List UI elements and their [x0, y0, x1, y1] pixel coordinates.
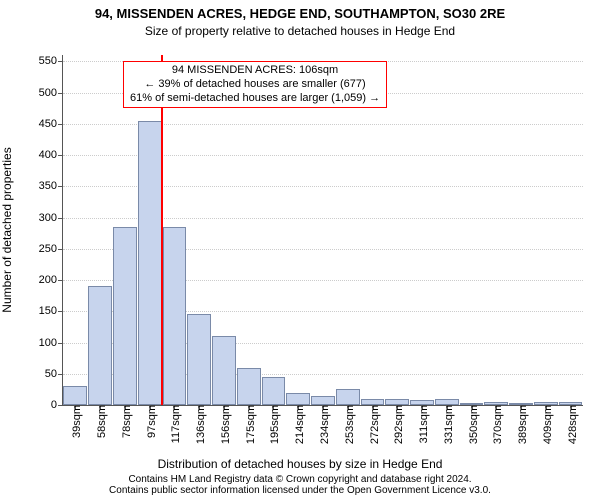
y-tick-label: 450 — [39, 118, 63, 130]
property-annotation: 94 MISSENDEN ACRES: 106sqm ← 39% of deta… — [123, 61, 387, 108]
y-tick-label: 100 — [39, 337, 63, 349]
histogram-bar — [237, 368, 261, 406]
x-tick-label: 428sqm — [563, 405, 579, 444]
histogram-bar — [88, 286, 112, 405]
y-tick-label: 400 — [39, 149, 63, 161]
footer-attribution: Contains HM Land Registry data © Crown c… — [0, 474, 600, 496]
x-tick-label: 311sqm — [414, 405, 430, 443]
x-tick-label: 234sqm — [315, 405, 331, 444]
y-tick-label: 0 — [51, 399, 63, 411]
histogram-bar — [113, 227, 137, 405]
x-tick-label: 156sqm — [216, 405, 232, 444]
y-tick-label: 150 — [39, 305, 63, 317]
chart-subtitle: Size of property relative to detached ho… — [0, 24, 600, 38]
x-tick-label: 389sqm — [513, 405, 529, 444]
y-tick-label: 50 — [45, 368, 63, 380]
histogram-bar — [286, 393, 310, 406]
x-tick-label: 214sqm — [290, 405, 306, 444]
histogram-bar — [63, 386, 87, 405]
x-tick-label: 331sqm — [439, 405, 455, 444]
y-axis-label: Number of detached properties — [0, 147, 14, 312]
x-tick-label: 78sqm — [117, 405, 133, 438]
histogram-bar — [262, 377, 286, 405]
x-tick-label: 292sqm — [389, 405, 405, 444]
x-tick-label: 272sqm — [365, 405, 381, 444]
histogram-bar — [336, 389, 360, 405]
annotation-line-3: 61% of semi-detached houses are larger (… — [130, 92, 380, 106]
x-tick-label: 195sqm — [265, 405, 281, 444]
x-tick-label: 350sqm — [464, 405, 480, 444]
x-tick-label: 175sqm — [241, 405, 257, 444]
chart-title: 94, MISSENDEN ACRES, HEDGE END, SOUTHAMP… — [0, 6, 600, 21]
y-tick-label: 250 — [39, 243, 63, 255]
histogram-bar — [311, 396, 335, 405]
histogram-bar — [187, 314, 211, 405]
x-tick-label: 370sqm — [488, 405, 504, 444]
x-tick-label: 39sqm — [67, 405, 83, 438]
y-tick-label: 350 — [39, 180, 63, 192]
x-tick-label: 97sqm — [142, 405, 158, 438]
histogram-bar — [138, 121, 162, 405]
plot-area: 05010015020025030035040045050055039sqm58… — [62, 55, 583, 406]
y-tick-label: 500 — [39, 87, 63, 99]
histogram-bar — [212, 336, 236, 405]
x-tick-label: 136sqm — [191, 405, 207, 444]
x-tick-label: 409sqm — [538, 405, 554, 444]
x-tick-label: 58sqm — [92, 405, 108, 438]
y-tick-label: 200 — [39, 274, 63, 286]
y-tick-label: 300 — [39, 212, 63, 224]
chart-container: 94, MISSENDEN ACRES, HEDGE END, SOUTHAMP… — [0, 0, 600, 500]
y-tick-label: 550 — [39, 55, 63, 67]
histogram-bar — [163, 227, 187, 405]
annotation-line-2: ← 39% of detached houses are smaller (67… — [130, 78, 380, 92]
x-tick-label: 253sqm — [340, 405, 356, 444]
x-tick-label: 117sqm — [166, 405, 182, 443]
x-axis-label: Distribution of detached houses by size … — [0, 457, 600, 471]
annotation-line-1: 94 MISSENDEN ACRES: 106sqm — [130, 64, 380, 78]
